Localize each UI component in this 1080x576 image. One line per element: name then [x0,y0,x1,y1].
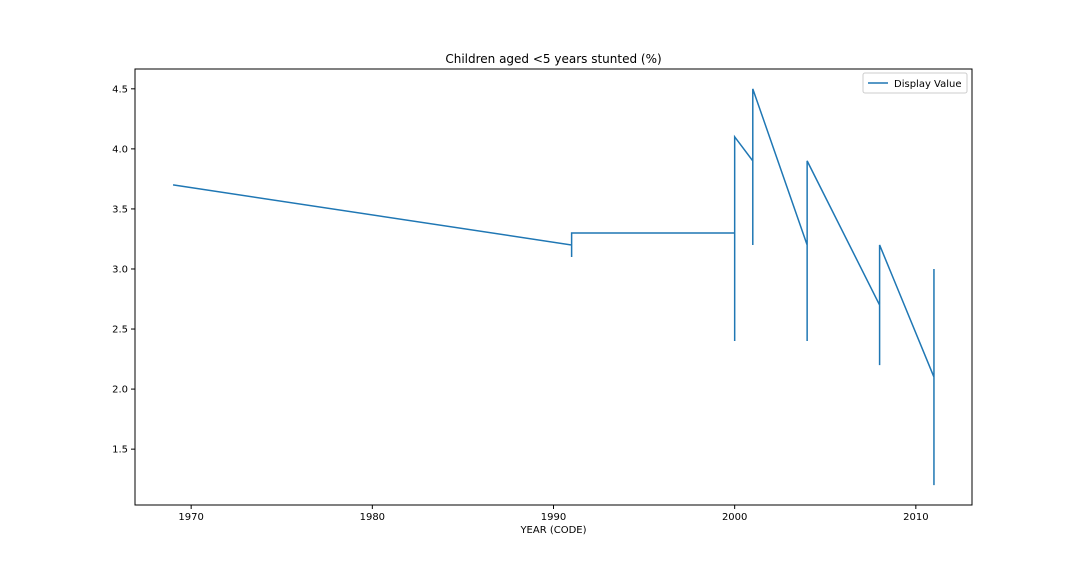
x-tick-label: 1990 [541,512,566,523]
legend-label: Display Value [894,79,962,90]
y-tick-label: 4.5 [112,84,128,95]
y-tick-label: 2.5 [112,325,128,336]
x-tick-label: 2000 [722,512,747,523]
plot-frame [134,68,973,506]
series-line-display-value [172,88,935,486]
axis-ticks: 1970 1980 1990 2000 2010 1.5 2.0 2.5 3.0 3.5 4.0 4.… [112,84,928,523]
x-tick-label: 1980 [360,512,385,523]
chart-title: Children aged <5 years stunted (%) [445,52,661,66]
y-tick-label: 4.0 [112,144,128,155]
legend-box [862,72,968,94]
x-axis-label: YEAR (CODE) [519,525,586,536]
x-tick-label: 2010 [903,512,928,523]
legend: Display Value [862,72,968,94]
y-tick-label: 3.5 [112,204,128,215]
x-tick-label: 1970 [178,512,203,523]
y-tick-label: 3.0 [112,264,128,275]
y-tick-label: 1.5 [112,445,128,456]
y-tick-label: 2.0 [112,385,128,396]
